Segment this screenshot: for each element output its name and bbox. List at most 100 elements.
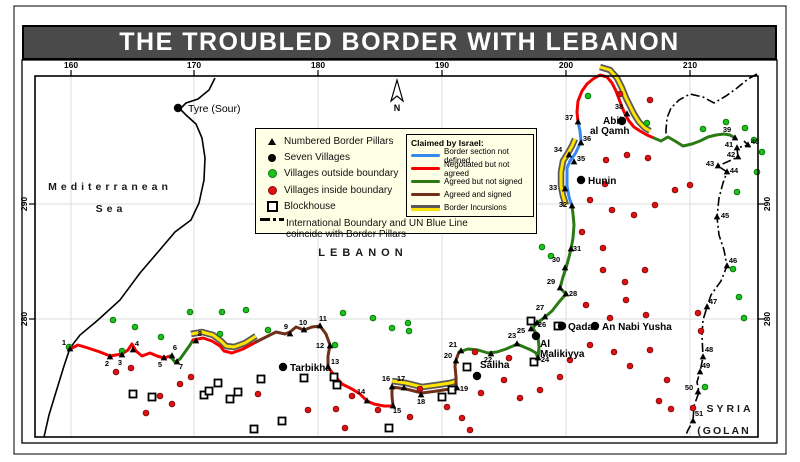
village-inside-dot (466, 426, 474, 434)
pillar-number-28: 28 (569, 289, 577, 298)
pillar-number-49: 49 (702, 361, 710, 370)
seven-village-dot (472, 371, 482, 381)
village-inside-dot (644, 154, 652, 162)
pillar-number-30: 30 (552, 255, 560, 264)
village-outside-dot (733, 188, 741, 196)
border-pillar-13 (324, 363, 332, 370)
village-inside-dot (332, 405, 340, 413)
village-inside-dot (623, 151, 631, 159)
village-inside-dot-icon (267, 185, 277, 195)
blockhouse-marker (147, 392, 157, 402)
village-inside-dot (601, 180, 609, 188)
village-inside-dot (341, 424, 349, 432)
north-arrow-label: N (394, 103, 401, 113)
village-outside-dot (331, 341, 339, 349)
border-pillar-icon (268, 137, 276, 145)
village-outside-dot (750, 136, 758, 144)
pillar-number-27: 27 (536, 303, 544, 312)
pillar-number-9: 9 (284, 322, 288, 331)
village-inside-dot (616, 90, 624, 98)
village-outside-dot (186, 308, 194, 316)
border-pillar-33 (561, 185, 569, 192)
legend-label: Villages inside boundary (284, 184, 393, 196)
border-incursion-yellow (599, 65, 651, 133)
tick-label-top: 210 (683, 60, 697, 70)
village-outside-dot (404, 319, 412, 327)
border-segment-negotiated (68, 342, 172, 360)
village-outside-dot (547, 252, 555, 260)
blockhouse-marker (277, 416, 287, 426)
tick-label-right: 290 (762, 197, 772, 211)
village-outside-dot (722, 118, 730, 126)
legend-row-international-boundary: International Boundary and UN Blue Line … (260, 217, 536, 240)
village-inside-dot (697, 327, 705, 335)
village-outside-dot (758, 148, 766, 156)
border-pillar-14 (363, 397, 371, 404)
border-pillar-50 (694, 388, 702, 395)
border-segment-negotiated (191, 336, 258, 355)
village-outside-dot (405, 327, 413, 335)
pillar-number-12: 12 (316, 341, 324, 350)
border-pillar-29 (556, 284, 564, 291)
pillar-number-23: 23 (508, 331, 516, 340)
map-title: THE TROUBLED BORDER WITH LEBANON (22, 25, 777, 60)
village-inside-dot (671, 186, 679, 194)
pillar-number-4: 4 (135, 339, 140, 348)
pillar-number-51: 51 (695, 409, 703, 418)
border-pillar-6 (168, 352, 176, 359)
claimed-row-not-defined: Border section not defined (411, 147, 530, 165)
village-inside-dot (536, 386, 544, 394)
region-label: SYRIA (706, 403, 753, 415)
map-legend: Numbered Border Pillars Seven Villages V… (255, 128, 537, 240)
village-inside-dot (686, 181, 694, 189)
village-outside-dot (584, 92, 592, 100)
border-pillar-36 (577, 139, 585, 146)
dashdot-line-icon (260, 217, 284, 221)
village-label: Qadas (568, 322, 599, 333)
border-pillar-11 (316, 322, 324, 329)
blockhouse-icon (266, 201, 278, 213)
village-label: Al (540, 339, 550, 350)
border-segment-not_defined (565, 120, 583, 208)
axis-frame (21, 59, 778, 444)
claimed-row-incursions: Border Incursions (411, 201, 530, 214)
red-line-icon (411, 166, 440, 171)
pillar-number-6: 6 (173, 343, 177, 352)
claimed-row-negotiated: Negotiated but not agreed (411, 160, 530, 178)
region-label: (GOLAN (697, 425, 750, 437)
border-pillar-46 (723, 262, 731, 269)
border-pillar-34 (565, 151, 573, 158)
village-outside-dot (388, 324, 396, 332)
village-inside-dot (622, 296, 630, 304)
pillar-number-21: 21 (449, 340, 457, 349)
blockhouse-marker (204, 386, 214, 396)
pillar-number-17: 17 (397, 374, 405, 383)
border-incursion-yellow (391, 379, 458, 389)
claimed-title: Claimed by Israel: (411, 138, 484, 148)
pillar-number-45: 45 (721, 211, 729, 220)
village-outside-dot (538, 243, 546, 251)
village-inside-dot (416, 385, 424, 393)
blockhouse-marker (526, 316, 536, 326)
village-inside-dot (621, 278, 629, 286)
border-pillar-37 (574, 118, 582, 125)
pillar-number-14: 14 (357, 387, 366, 396)
pillar-number-50: 50 (685, 383, 693, 392)
city-dot (173, 103, 183, 113)
village-outside-dot (729, 265, 737, 273)
village-inside-dot (642, 311, 650, 319)
tick-label-left: 290 (19, 197, 29, 211)
village-inside-dot (127, 364, 135, 372)
village-inside-dot (187, 373, 195, 381)
pillar-number-42: 42 (727, 150, 735, 159)
village-outside-dot (109, 316, 117, 324)
border-pillar-38 (623, 110, 631, 117)
border-pillar-39 (731, 134, 739, 141)
seven-village-dot (531, 331, 541, 341)
blockhouse-marker (213, 378, 223, 388)
blockhouse-marker (249, 424, 259, 434)
border-pillar-9 (286, 330, 294, 337)
village-inside-dot (626, 362, 634, 370)
border-pillar-30 (561, 264, 569, 271)
pillar-number-25: 25 (517, 326, 525, 335)
